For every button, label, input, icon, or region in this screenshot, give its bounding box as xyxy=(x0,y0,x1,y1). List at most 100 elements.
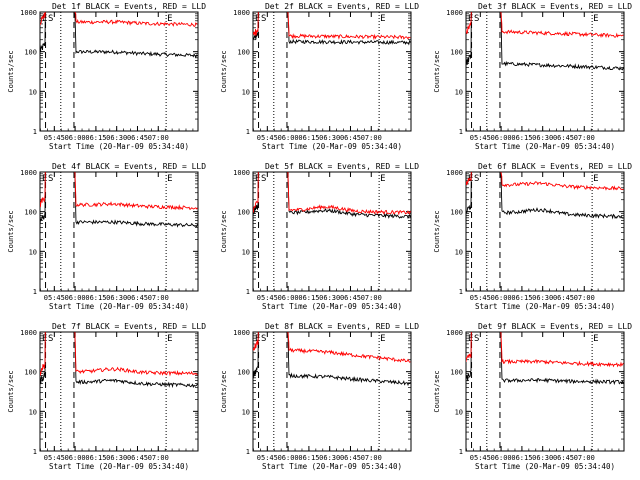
series-events-pre-saa xyxy=(40,172,46,226)
y-tick-label: 1 xyxy=(459,288,463,296)
x-tick-label: 06:30 xyxy=(319,134,340,142)
x-tick-label: 07:00 xyxy=(574,294,595,302)
series-lld-line xyxy=(500,172,624,191)
plot-frame xyxy=(465,171,625,292)
y-axis-label: Counts/sec xyxy=(7,210,15,252)
series-lld-line xyxy=(74,12,198,27)
x-axis-label: Start Time (20-Mar-09 05:34:40) xyxy=(49,142,189,151)
series-lld-pre-saa xyxy=(40,12,46,26)
y-tick-label: 100 xyxy=(24,209,37,217)
series-lld-line xyxy=(500,332,624,368)
series-lld-pre-saa xyxy=(253,172,259,213)
y-tick-label: 100 xyxy=(237,49,250,57)
y-tick-label: 100 xyxy=(237,369,250,377)
y-tick-label: 1000 xyxy=(20,329,37,337)
y-tick-label: 1000 xyxy=(233,9,250,17)
x-tick-label: 06:45 xyxy=(553,454,574,462)
orbit-marker-label: E xyxy=(380,14,385,24)
x-tick-label: 06:00 xyxy=(65,134,86,142)
orbit-marker-label: E xyxy=(380,334,385,344)
chart-title: Det 5f BLACK = Events, RED = LLD xyxy=(265,162,419,171)
y-tick-label: 1000 xyxy=(446,169,463,177)
chart-title: Det 9f BLACK = Events, RED = LLD xyxy=(478,322,632,331)
y-tick-label: 10 xyxy=(29,248,37,256)
y-tick-label: 100 xyxy=(450,209,463,217)
chart-panel-2: Det 2f BLACK = Events, RED = LLD 1 10 100 10… xyxy=(220,2,419,151)
series-lld-line xyxy=(74,332,198,377)
series-events-pre-saa xyxy=(40,12,46,53)
y-tick-label: 10 xyxy=(29,408,37,416)
x-tick-label: 07:00 xyxy=(361,454,382,462)
series-lld-line xyxy=(500,12,624,39)
y-tick-label: 10 xyxy=(242,408,250,416)
y-tick-label: 10 xyxy=(242,88,250,96)
y-tick-label: 1 xyxy=(246,448,250,456)
x-tick-label: 06:00 xyxy=(278,454,299,462)
x-tick-label: 05:45 xyxy=(44,294,65,302)
x-tick-label: 06:45 xyxy=(340,134,361,142)
series-lld-pre-saa xyxy=(253,12,259,36)
x-tick-label: 06:00 xyxy=(65,454,86,462)
x-tick-label: 06:30 xyxy=(532,294,553,302)
x-axis-label: Start Time (20-Mar-09 05:34:40) xyxy=(475,302,615,311)
series-events-line xyxy=(287,12,411,46)
y-axis-label: Counts/sec xyxy=(7,50,15,92)
x-tick-label: 06:15 xyxy=(85,294,106,302)
orbit-marker-label: E xyxy=(42,14,47,24)
x-tick-label: 06:00 xyxy=(278,294,299,302)
y-tick-label: 1 xyxy=(33,128,37,136)
x-tick-label: 05:45 xyxy=(257,454,278,462)
y-tick-label: 100 xyxy=(450,369,463,377)
series-lld-pre-saa xyxy=(253,332,259,352)
x-tick-label: 06:15 xyxy=(298,134,319,142)
y-tick-label: 1000 xyxy=(446,329,463,337)
series-events-pre-saa xyxy=(40,332,46,385)
y-tick-label: 1 xyxy=(246,288,250,296)
y-tick-label: 1000 xyxy=(233,169,250,177)
orbit-marker-label: E xyxy=(593,174,598,184)
y-axis-label: Counts/sec xyxy=(433,50,441,92)
x-tick-label: 06:15 xyxy=(85,454,106,462)
orbit-marker-label: S xyxy=(261,14,266,24)
x-tick-label: 05:45 xyxy=(470,454,491,462)
y-tick-label: 1 xyxy=(33,448,37,456)
y-tick-label: 10 xyxy=(455,408,463,416)
chart-title: Det 1f BLACK = Events, RED = LLD xyxy=(52,2,206,11)
chart-title: Det 8f BLACK = Events, RED = LLD xyxy=(265,322,419,331)
x-tick-label: 07:00 xyxy=(574,134,595,142)
x-tick-label: 06:00 xyxy=(65,294,86,302)
chart-panel-3: Det 3f BLACK = Events, RED = LLD 1 10 100 10… xyxy=(433,2,632,151)
x-tick-label: 06:30 xyxy=(532,134,553,142)
x-tick-label: 06:00 xyxy=(491,134,512,142)
orbit-marker-label: E xyxy=(593,14,598,24)
orbit-marker-label: S xyxy=(48,14,53,24)
orbit-marker-label: E xyxy=(167,14,172,24)
chart-panel-7: Det 7f BLACK = Events, RED = LLD 1 10 100 10… xyxy=(7,322,206,471)
y-tick-label: 10 xyxy=(29,88,37,96)
orbit-marker-label: S xyxy=(48,334,53,344)
x-tick-label: 06:30 xyxy=(319,454,340,462)
series-lld-pre-saa xyxy=(40,172,46,208)
chart-title: Det 2f BLACK = Events, RED = LLD xyxy=(265,2,419,11)
y-tick-label: 1 xyxy=(33,288,37,296)
orbit-marker-label: E xyxy=(167,174,172,184)
orbit-marker-label: E xyxy=(42,334,47,344)
chart-panel-9: Det 9f BLACK = Events, RED = LLD 1 10 100 10… xyxy=(433,322,632,471)
x-tick-label: 07:00 xyxy=(148,134,169,142)
series-events-pre-saa xyxy=(253,332,259,379)
series-lld-line xyxy=(287,12,411,41)
y-axis-label: Counts/sec xyxy=(220,370,228,412)
orbit-marker-label: S xyxy=(261,334,266,344)
chart-panel-4: Det 4f BLACK = Events, RED = LLD 1 10 100 10… xyxy=(7,162,206,311)
series-lld-pre-saa xyxy=(466,172,472,186)
y-tick-label: 1 xyxy=(246,128,250,136)
x-tick-label: 07:00 xyxy=(361,134,382,142)
series-events-line xyxy=(74,332,198,389)
x-tick-label: 06:45 xyxy=(340,294,361,302)
series-lld-pre-saa xyxy=(466,12,472,35)
orbit-marker-label: E xyxy=(593,334,598,344)
x-tick-label: 05:45 xyxy=(44,134,65,142)
x-tick-label: 05:45 xyxy=(470,294,491,302)
orbit-marker-label: S xyxy=(474,14,479,24)
x-tick-label: 06:45 xyxy=(553,134,574,142)
